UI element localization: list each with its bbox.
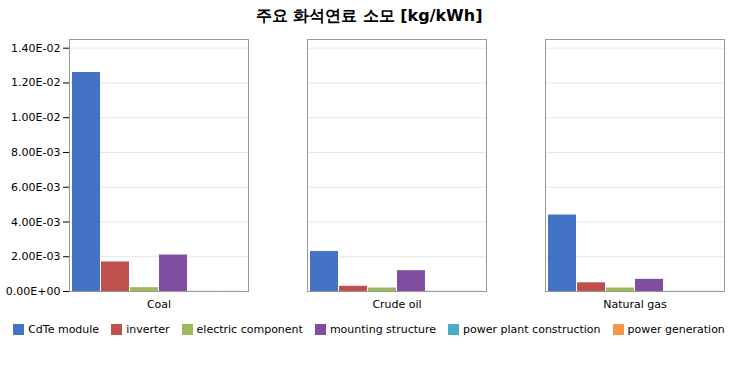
svg-text:Crude oil: Crude oil — [372, 298, 421, 311]
html-text:power generation: power generation — [627, 323, 725, 336]
html-text:주요 화석연료 소모 [kg/kWh]: 주요 화석연료 소모 [kg/kWh] — [255, 6, 483, 25]
html-text:CdTe module: CdTe module — [28, 323, 100, 336]
svg-text:1.00E-02: 1.00E-02 — [11, 111, 60, 124]
svg-text:Coal: Coal — [147, 298, 171, 311]
html-text:inverter: inverter — [126, 323, 170, 336]
svg-text:4.00E-03: 4.00E-03 — [11, 216, 60, 229]
svg-text:Natural gas: Natural gas — [603, 298, 667, 311]
html-text:mounting structure: mounting structure — [329, 323, 436, 336]
svg-text:6.00E-03: 6.00E-03 — [11, 181, 60, 194]
svg-text:8.00E-03: 8.00E-03 — [11, 146, 60, 159]
svg-text:0.00E+00: 0.00E+00 — [6, 285, 61, 298]
html-text:electric component: electric component — [196, 323, 303, 336]
svg-text:2.00E-03: 2.00E-03 — [11, 250, 60, 263]
svg-text:1.40E-02: 1.40E-02 — [11, 42, 60, 55]
svg-text:1.20E-02: 1.20E-02 — [11, 76, 60, 89]
html-text:power plant construction: power plant construction — [463, 323, 601, 336]
